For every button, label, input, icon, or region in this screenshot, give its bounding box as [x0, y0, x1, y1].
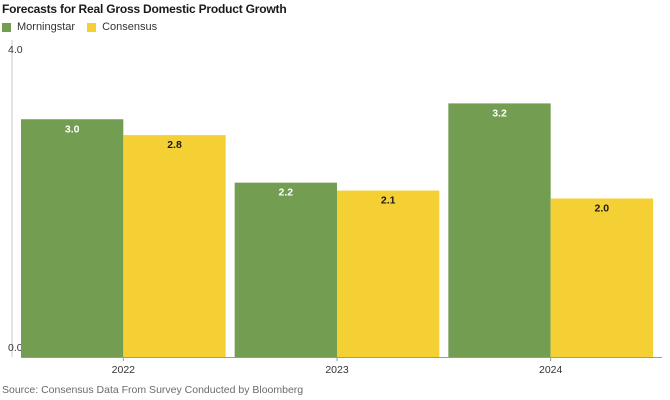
x-tick-label: 2023	[325, 364, 349, 376]
legend-label-morningstar: Morningstar	[17, 21, 76, 33]
bar-value-label: 2.0	[595, 203, 610, 215]
bar-value-label: 2.8	[167, 139, 182, 151]
legend-item-morningstar: Morningstar	[2, 21, 75, 33]
y-tick-label: 0.0	[8, 342, 23, 354]
chart-source-note: Source: Consensus Data From Survey Condu…	[2, 384, 304, 396]
x-tick-label: 2024	[539, 364, 563, 376]
x-tick-label: 2022	[112, 364, 136, 376]
bar-morningstar-2022	[21, 119, 124, 357]
legend-item-consensus: Consensus	[87, 21, 157, 33]
bar-consensus-2023	[337, 190, 440, 357]
bar-morningstar-2024	[448, 103, 551, 358]
bar-consensus-2022	[123, 135, 226, 357]
chart-legend: Morningstar Consensus	[2, 21, 169, 33]
chart-title: Forecasts for Real Gross Domestic Produc…	[2, 2, 287, 16]
bar-consensus-2024	[550, 198, 653, 357]
bar-morningstar-2023	[234, 182, 337, 357]
bar-value-label: 3.0	[65, 123, 80, 135]
legend-label-consensus: Consensus	[102, 21, 158, 33]
legend-swatch-consensus	[87, 22, 97, 32]
bar-value-label: 3.2	[492, 107, 507, 119]
bar-value-label: 2.1	[381, 195, 396, 207]
bar-value-label: 2.2	[279, 187, 294, 199]
y-tick-label: 4.0	[8, 44, 23, 56]
legend-swatch-morningstar	[2, 22, 11, 32]
